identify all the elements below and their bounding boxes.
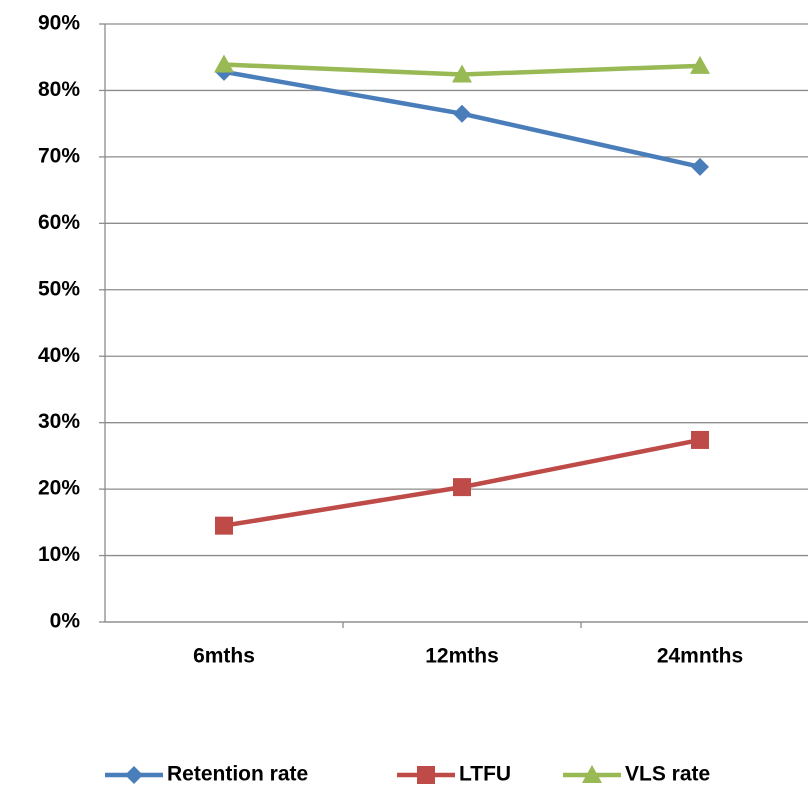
x-tick-label: 24mnths	[657, 645, 743, 668]
data-point	[452, 64, 472, 83]
data-point	[453, 478, 471, 497]
legend-marker	[582, 765, 602, 783]
data-point	[691, 430, 709, 449]
legend-label: Retention rate	[167, 763, 308, 786]
data-point	[691, 157, 709, 176]
legend-label: VLS rate	[625, 763, 710, 786]
x-tick-label: 12mths	[425, 645, 499, 668]
y-tick-label: 40%	[38, 344, 80, 367]
y-tick-label: 80%	[38, 78, 80, 101]
data-point	[690, 55, 710, 74]
y-tick-label: 30%	[38, 410, 80, 433]
legend-label: LTFU	[459, 763, 511, 786]
y-tick-label: 50%	[38, 277, 80, 300]
data-point	[453, 104, 471, 123]
y-tick-label: 70%	[38, 144, 80, 167]
legend-marker	[417, 766, 435, 784]
data-point	[215, 516, 233, 535]
y-tick-label: 10%	[38, 543, 80, 566]
y-tick-label: 0%	[50, 610, 81, 633]
legend-marker	[125, 766, 143, 784]
y-tick-label: 90%	[38, 12, 80, 35]
data-point	[214, 54, 234, 73]
x-tick-label: 6mths	[193, 645, 255, 668]
y-tick-label: 20%	[38, 477, 80, 500]
y-tick-label: 60%	[38, 211, 80, 234]
